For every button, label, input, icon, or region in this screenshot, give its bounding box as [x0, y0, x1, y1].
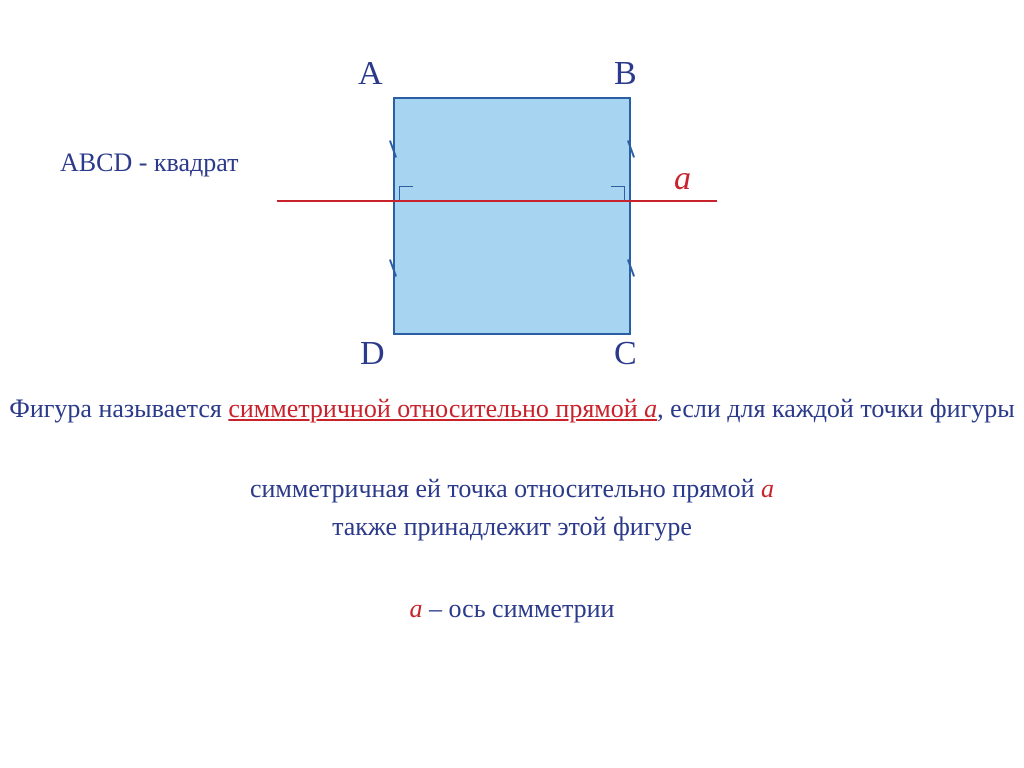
axis-var: а [761, 474, 774, 503]
text-accent: симметричной относительно прямой а [228, 394, 657, 423]
text-span: , если для каждой точки фигуры [657, 394, 1015, 423]
square-abcd [393, 97, 631, 335]
diagram-title: ABCD - квадрат [60, 148, 238, 178]
axis-definition: а – ось симметрии [0, 590, 1024, 628]
vertex-label-a: A [358, 55, 383, 93]
definition-paragraph-2: симметричная ей точка относительно прямо… [0, 470, 1024, 545]
text-span: Фигура называется [9, 394, 228, 423]
axis-var: а [644, 394, 657, 423]
text-span: – ось симметрии [423, 594, 615, 623]
right-angle-marker-right [611, 186, 625, 200]
vertex-label-b: B [614, 55, 637, 93]
right-angle-marker-left [399, 186, 413, 200]
definition-paragraph-1: Фигура называется симметричной относител… [0, 390, 1024, 428]
diagram-area: ABCD - квадрат A B C D a [0, 0, 1024, 400]
text-span: симметричной относительно прямой [228, 394, 644, 423]
vertex-label-c: C [614, 335, 637, 373]
symmetry-axis-line [277, 200, 717, 202]
text-span: симметричная ей точка относительно прямо… [250, 474, 761, 503]
text-span: также принадлежит этой фигуре [332, 512, 692, 541]
axis-label: a [674, 160, 691, 198]
vertex-label-d: D [360, 335, 385, 373]
axis-var: а [410, 594, 423, 623]
slide: ABCD - квадрат A B C D a Фигура называет… [0, 0, 1024, 768]
